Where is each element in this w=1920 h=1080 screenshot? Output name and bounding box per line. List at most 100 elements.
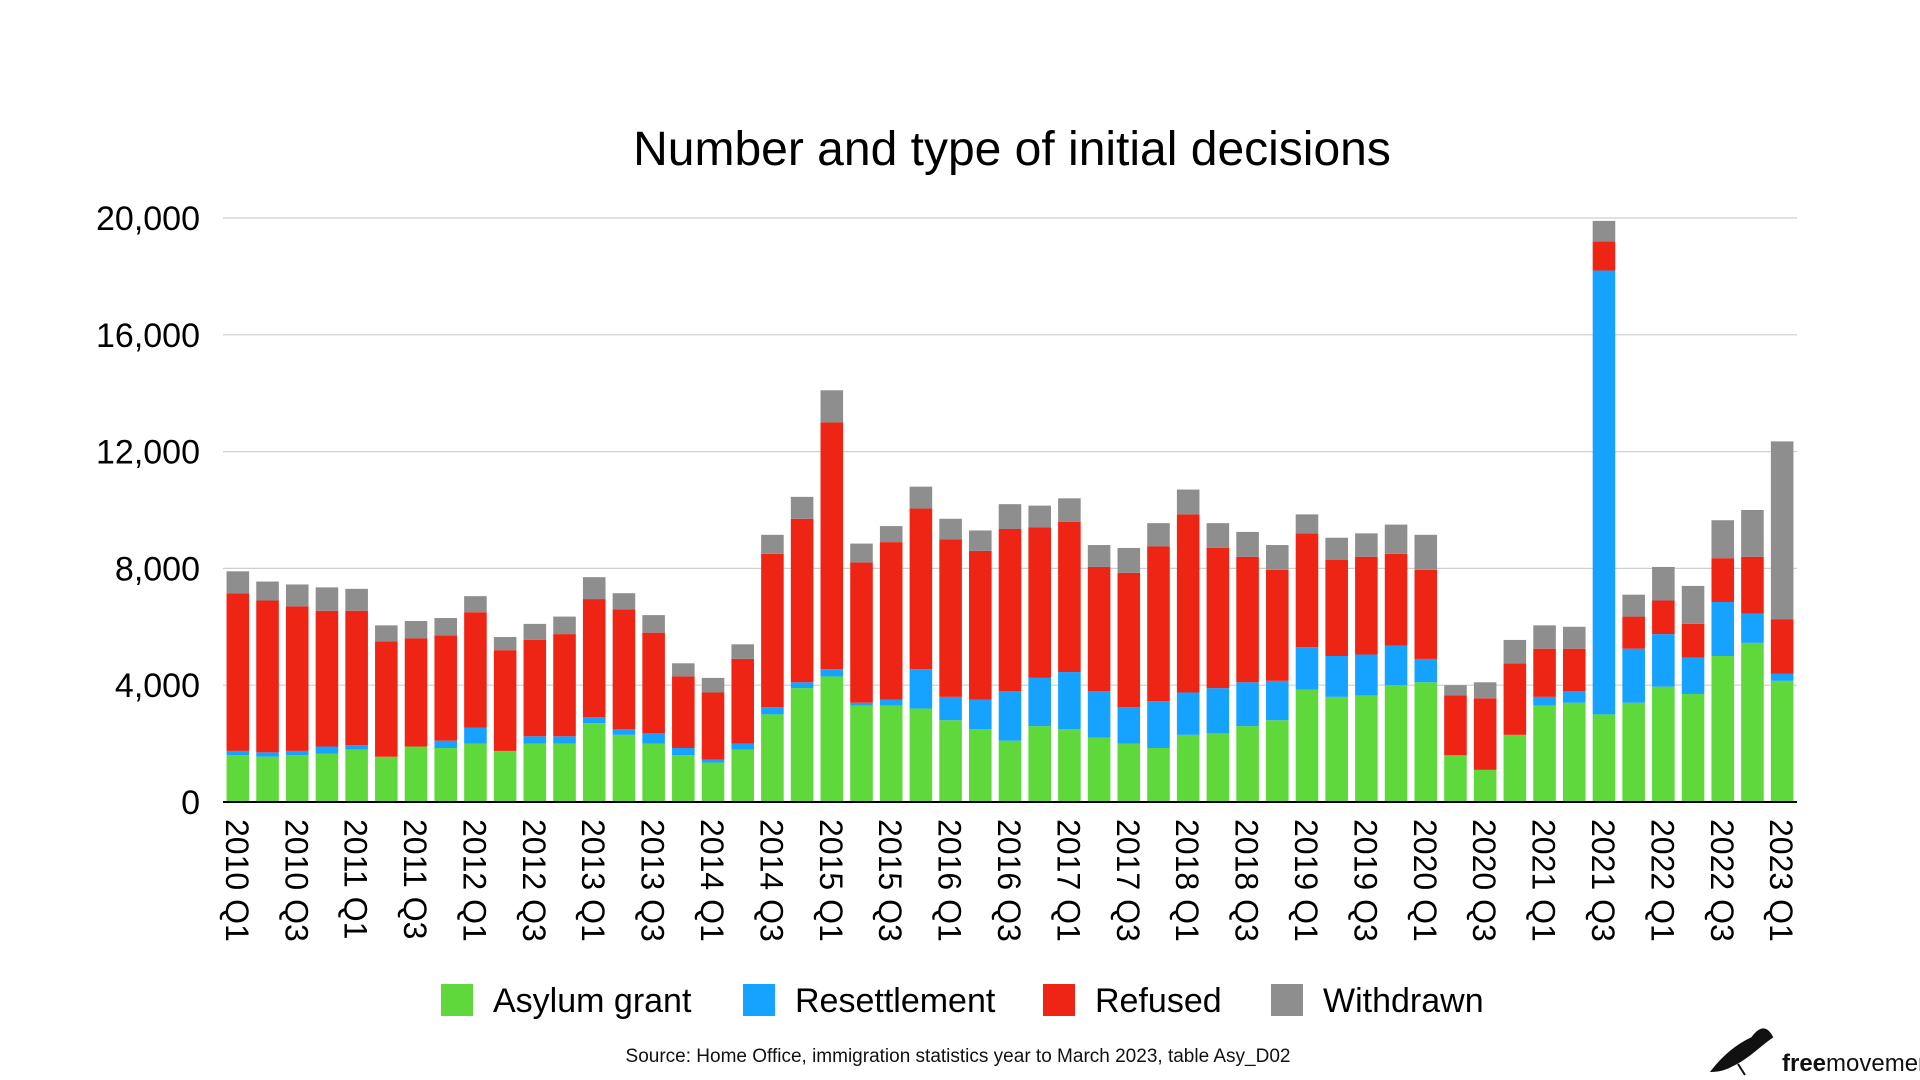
bar-segment	[1206, 688, 1230, 734]
bar-segment	[1147, 701, 1170, 748]
bar-segment	[1266, 720, 1289, 802]
bar-segment	[553, 616, 576, 635]
bar-segment	[523, 623, 547, 640]
bar-segment	[1770, 680, 1794, 802]
x-tick-label: 2013 Q3	[635, 819, 671, 942]
bar-segment	[523, 736, 547, 744]
bar-segment	[434, 747, 458, 802]
bar-segment	[1622, 594, 1645, 617]
x-tick-label: 2017 Q1	[1050, 819, 1086, 942]
x-tick-label: 2023 Q1	[1763, 819, 1799, 942]
bar-segment	[790, 518, 814, 683]
bar-segment	[1741, 642, 1764, 802]
bar-segment	[761, 534, 784, 554]
bar-segment	[701, 692, 725, 760]
bar-segment	[1473, 698, 1497, 770]
bar-segment	[493, 637, 517, 651]
bar-segment	[464, 596, 487, 613]
bar-segment	[1325, 696, 1348, 802]
legend-label: Resettlement	[795, 982, 996, 1020]
bar-segment	[850, 562, 873, 703]
bar-segment	[1266, 569, 1289, 681]
y-tick-label: 4,000	[115, 667, 200, 705]
bar-segment	[1028, 505, 1051, 528]
bar-segment	[1384, 645, 1408, 686]
bar-segment	[375, 641, 398, 757]
bar-segment	[285, 755, 309, 802]
x-tick-label: 2020 Q1	[1407, 819, 1443, 942]
y-tick-label: 20,000	[96, 200, 200, 238]
y-tick-label: 0	[181, 784, 200, 822]
bar-segment	[1266, 545, 1289, 570]
bar-segment	[1503, 734, 1527, 802]
bar-segment	[1741, 613, 1764, 643]
bar-segment	[345, 749, 368, 802]
x-tick-label: 2018 Q1	[1169, 819, 1205, 942]
bar-segment	[226, 593, 250, 751]
bar-segment	[404, 638, 428, 747]
bar-segment	[1711, 656, 1735, 802]
bar-segment	[404, 620, 428, 639]
x-tick-label: 2015 Q3	[872, 819, 908, 942]
bar-segment	[434, 635, 458, 741]
bar-segment	[256, 752, 279, 757]
bar-segment	[1176, 692, 1200, 735]
bar-segment	[1087, 737, 1111, 802]
bar-segment	[1652, 600, 1675, 635]
bar-segment	[998, 528, 1022, 692]
bar-segment	[315, 746, 339, 754]
x-tick-label: 2015 Q1	[813, 819, 849, 942]
bar-segment	[998, 691, 1022, 741]
bar-segment	[1325, 559, 1348, 656]
bar-segment	[315, 587, 339, 611]
bar-segment	[1087, 545, 1111, 567]
bar-segment	[672, 747, 695, 756]
bar-segment	[969, 699, 992, 729]
bar-segment	[820, 422, 844, 670]
bar-segment	[1592, 270, 1616, 715]
chart-title: Number and type of initial decisions	[633, 123, 1391, 176]
bar-segment	[256, 600, 279, 753]
bar-segment	[1058, 498, 1081, 522]
x-tick-label: 2016 Q1	[932, 819, 968, 942]
bar-segment	[1592, 241, 1616, 271]
bar-segment	[879, 699, 903, 706]
bars	[226, 220, 1794, 802]
bar-segment	[1295, 533, 1319, 648]
legend-label: Asylum grant	[493, 982, 692, 1020]
bar-segment	[1147, 747, 1170, 802]
bar-segment	[1562, 702, 1586, 802]
x-tick-label: 2022 Q1	[1644, 819, 1680, 942]
bar-segment	[1206, 523, 1230, 548]
bar-segment	[909, 708, 933, 802]
bar-segment	[1117, 547, 1141, 573]
bar-segment	[582, 723, 606, 802]
bar-segment	[1622, 702, 1645, 802]
x-tick-label: 2012 Q3	[516, 819, 552, 942]
bar-segment	[969, 729, 992, 802]
x-tick-label: 2019 Q3	[1347, 819, 1383, 942]
bar-segment	[434, 618, 458, 636]
bar-segment	[1652, 686, 1675, 802]
bar-segment	[1325, 656, 1348, 697]
legend-label: Withdrawn	[1323, 982, 1484, 1020]
bar-segment	[523, 743, 547, 802]
bar-segment	[523, 639, 547, 737]
legend-swatch	[1271, 984, 1303, 1016]
bar-segment	[672, 755, 695, 802]
x-tick-label: 2016 Q3	[991, 819, 1027, 942]
bar-segment	[493, 750, 517, 802]
bar-segment	[939, 720, 962, 802]
bar-segment	[285, 584, 309, 607]
bar-segment	[1622, 616, 1645, 649]
bar-segment	[1444, 695, 1467, 756]
bar-segment	[1533, 625, 1556, 649]
bar-segment	[226, 750, 250, 756]
legend-swatch	[1043, 984, 1075, 1016]
bar-segment	[879, 705, 903, 802]
bar-segment	[731, 749, 754, 802]
bar-segment	[1533, 705, 1556, 802]
bar-segment	[1087, 691, 1111, 738]
bar-segment	[582, 599, 606, 718]
